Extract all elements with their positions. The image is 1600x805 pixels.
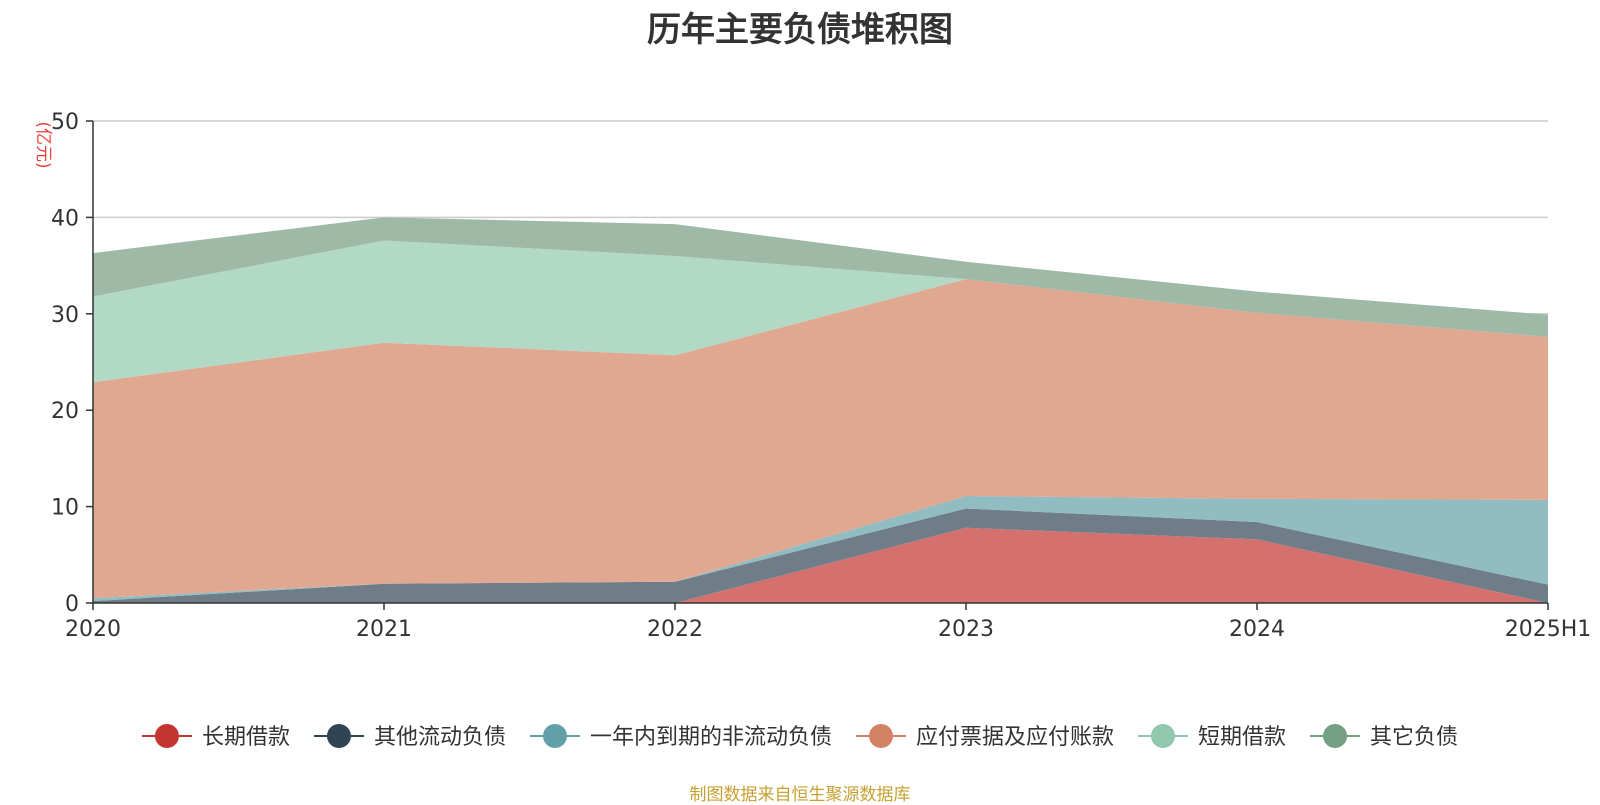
legend-item[interactable]: 其它负债 — [1310, 724, 1458, 750]
legend-label: 其他流动负债 — [374, 725, 506, 750]
area-一年内到期的非流动负债 — [93, 495, 1548, 602]
area-series — [93, 217, 1548, 603]
legend-item[interactable]: 一年内到期的非流动负债 — [529, 724, 832, 750]
chart-title: 历年主要负债堆积图 — [647, 10, 953, 50]
x-tick-label: 2024 — [1229, 617, 1285, 642]
area-应付票据及应付账款 — [93, 279, 1548, 599]
x-tick-label: 2020 — [65, 617, 121, 642]
x-tick-label: 2021 — [356, 617, 412, 642]
legend-item[interactable]: 短期借款 — [1138, 724, 1286, 750]
source-note: 制图数据来自恒生聚源数据库 — [689, 785, 911, 805]
legend-item[interactable]: 长期借款 — [141, 724, 290, 750]
legend-item[interactable]: 其他流动负债 — [313, 724, 506, 750]
legend-marker — [326, 724, 351, 748]
legend-marker — [869, 724, 893, 748]
legend-label: 应付票据及应付账款 — [916, 725, 1114, 750]
axes: 0 10 20 30 40 50 2020 2021 2022 2023 2024 2025H1 — [51, 110, 1591, 642]
legend-label: 长期借款 — [202, 725, 290, 750]
legend-marker — [542, 724, 567, 748]
x-tick-label: 2022 — [647, 617, 703, 642]
y-axis-unit-label: (亿元) — [33, 121, 53, 168]
x-tick-label: 2025H1 — [1505, 617, 1592, 642]
legend-marker — [154, 724, 179, 748]
legend-label: 一年内到期的非流动负债 — [590, 725, 832, 750]
y-tick-label: 30 — [51, 303, 79, 328]
y-tick-label: 20 — [51, 399, 79, 424]
y-tick-label: 40 — [51, 206, 79, 231]
x-tick-label: 2023 — [938, 617, 994, 642]
y-tick-label: 50 — [51, 110, 79, 135]
legend: 长期借款 其他流动负债 一年内到期的非流动负债 应付票据及应付账款 短期借款 其它负债 — [141, 724, 1458, 750]
legend-item[interactable]: 应付票据及应付账款 — [856, 724, 1114, 750]
y-tick-label: 10 — [51, 496, 79, 521]
legend-marker — [1151, 724, 1176, 748]
legend-marker — [1323, 724, 1348, 748]
area-短期借款 — [93, 240, 1548, 383]
y-tick-label: 0 — [65, 592, 79, 617]
legend-label: 其它负债 — [1370, 725, 1458, 750]
legend-label: 短期借款 — [1198, 725, 1286, 750]
area-其他流动负债 — [93, 508, 1548, 603]
